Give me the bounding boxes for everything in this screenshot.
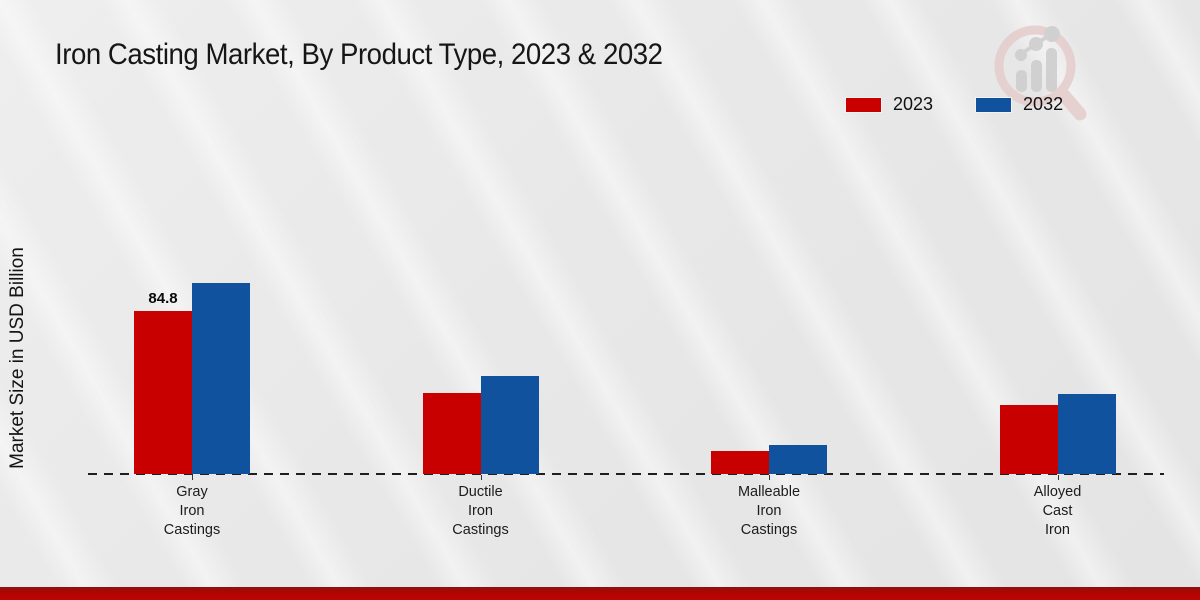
x-axis-tick	[192, 475, 193, 480]
chart-title: Iron Casting Market, By Product Type, 20…	[55, 38, 663, 71]
bar-2032-alloyed-cast-iron	[1057, 394, 1116, 474]
x-axis-label-malleable-iron-castings: Malleable Iron Castings	[737, 484, 801, 538]
legend-label-2032: 2032	[1023, 94, 1064, 114]
legend: 2023 2032	[845, 94, 1063, 115]
x-axis-label-gray-iron-castings: Gray Iron Castings	[163, 484, 221, 538]
magnifier-handle-icon	[1055, 86, 1087, 121]
bar-2023-alloyed-cast-iron	[999, 405, 1058, 474]
legend-swatch-2023	[845, 96, 882, 113]
magnifier-ring-icon	[994, 25, 1076, 107]
x-axis-label-alloyed-cast-iron: Alloyed Cast Iron	[1033, 484, 1082, 538]
x-axis-tick	[1057, 475, 1059, 480]
bar-2032-malleable-iron-castings	[769, 445, 827, 474]
bar-trend-icon	[1015, 26, 1060, 92]
legend-item-2023: 2023	[845, 94, 933, 115]
bar-2023-malleable-iron-castings	[711, 451, 769, 474]
brand-watermark-logo	[994, 25, 1087, 121]
x-axis-tick	[480, 475, 482, 480]
bottom-accent-band	[0, 587, 1200, 600]
bar-2023-ductile-iron-castings	[422, 393, 481, 474]
bar-value-label: 84.8	[148, 290, 178, 307]
bar-2032-gray-iron-castings	[192, 283, 250, 474]
x-axis-tick	[769, 475, 770, 480]
legend-label-2023: 2023	[893, 94, 934, 114]
legend-item-2032: 2032	[975, 94, 1063, 115]
bar-2023-gray-iron-castings	[134, 311, 192, 474]
bar-2032-ductile-iron-castings	[480, 376, 539, 474]
x-axis-label-ductile-iron-castings: Ductile Iron Castings	[452, 484, 509, 538]
x-axis-baseline	[88, 473, 1164, 475]
legend-swatch-2032	[975, 96, 1013, 113]
